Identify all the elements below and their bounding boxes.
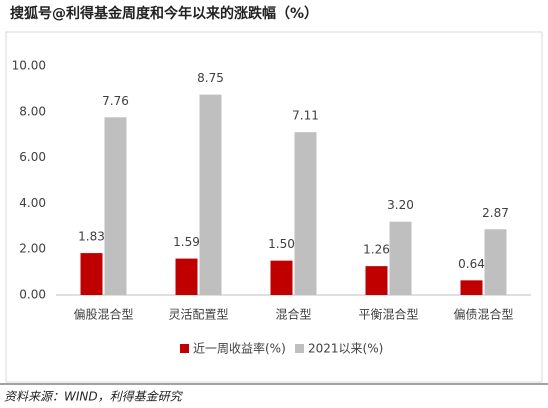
chart-title: 搜狐号@利得基金周度和今年以来的涨跌幅（%） [10, 5, 318, 22]
value-label: 7.76 [102, 94, 129, 108]
y-tick-label: 10.00 [12, 59, 46, 73]
x-tick-label: 偏股混合型 [73, 307, 133, 322]
legend-label: 近一周收益率(%) [193, 341, 286, 356]
bar [104, 117, 127, 296]
y-tick-label: 2.00 [19, 242, 46, 256]
y-tick-label: 4.00 [19, 196, 46, 210]
bar [270, 260, 293, 295]
legend-swatch [295, 344, 304, 353]
x-tick-label: 混合型 [275, 307, 311, 322]
y-tick-label: 8.00 [19, 104, 46, 118]
bar [389, 221, 412, 295]
y-tick-label: 6.00 [19, 150, 46, 164]
value-label: 1.83 [78, 230, 105, 244]
value-label: 8.75 [197, 71, 224, 85]
source-note: 资料来源：WIND，利得基金研究 [4, 390, 184, 404]
x-tick-label: 平衡混合型 [358, 307, 418, 322]
bar [484, 229, 507, 295]
bar [460, 280, 483, 295]
bar [199, 94, 222, 295]
value-label: 1.26 [363, 243, 390, 257]
bar [80, 253, 103, 295]
legend-label: 2021以来(%) [308, 342, 383, 356]
x-tick-label: 灵活配置型 [168, 308, 228, 322]
x-tick-label: 偏债混合型 [453, 307, 513, 322]
bar [365, 266, 388, 295]
value-label: 2.87 [482, 206, 509, 220]
value-label: 0.64 [458, 257, 485, 271]
y-tick-label: 0.00 [19, 288, 46, 302]
value-label: 7.11 [292, 109, 319, 123]
value-label: 1.50 [268, 237, 295, 251]
value-label: 1.59 [173, 235, 200, 249]
bar [294, 132, 317, 295]
value-label: 3.20 [387, 198, 414, 212]
bar [175, 258, 198, 295]
legend-swatch [180, 344, 189, 353]
chart-frame [5, 31, 543, 383]
